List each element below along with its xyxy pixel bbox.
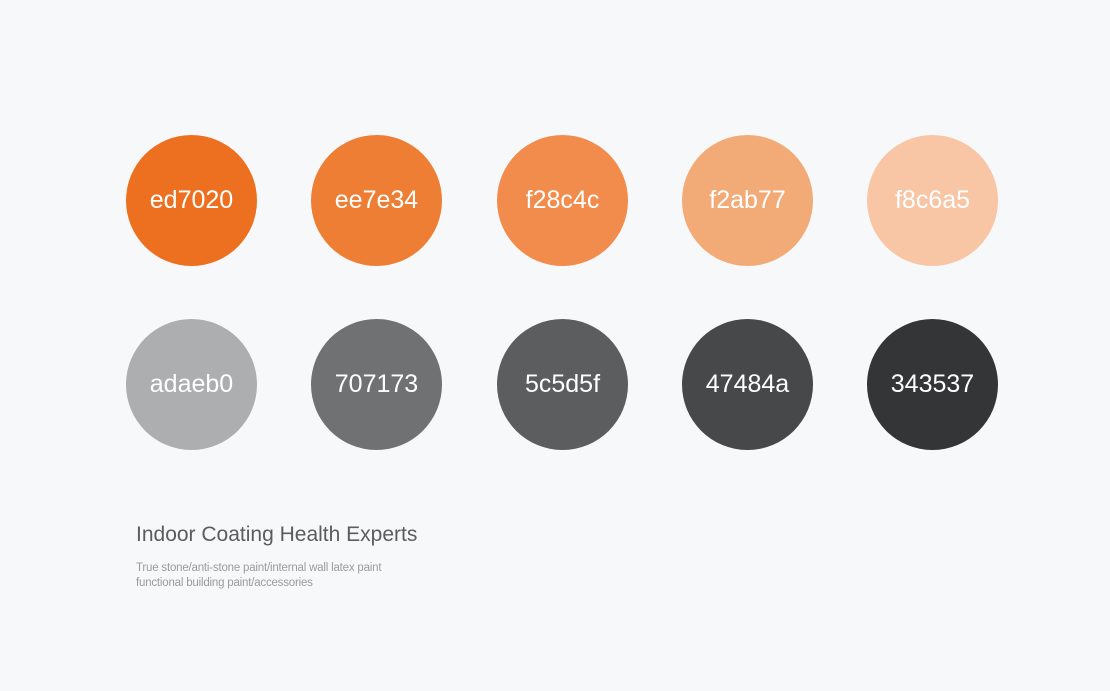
swatch-orange-1: ed7020 — [126, 135, 257, 266]
swatch-label: 707173 — [334, 370, 419, 398]
swatch-gray-2: 707173 — [311, 319, 442, 450]
swatch-gray-4: 47484a — [682, 319, 813, 450]
swatch-orange-3: f28c4c — [497, 135, 628, 266]
caption-subtitle-line-2: functional building paint/accessories — [136, 577, 313, 589]
caption-subtitle-line-1: True stone/anti-stone paint/internal wal… — [136, 562, 382, 574]
swatch-gray-5: 343537 — [867, 319, 998, 450]
swatch-label: adaeb0 — [149, 370, 234, 398]
swatch-gray-3: 5c5d5f — [497, 319, 628, 450]
swatch-orange-4: f2ab77 — [682, 135, 813, 266]
caption-title: Indoor Coating Health Experts — [136, 523, 418, 546]
swatch-label: f8c6a5 — [894, 186, 971, 214]
swatch-orange-5: f8c6a5 — [867, 135, 998, 266]
swatch-label: 47484a — [705, 370, 790, 398]
swatch-label: ee7e34 — [334, 186, 419, 214]
swatch-label: f2ab77 — [709, 186, 786, 214]
swatch-label: 5c5d5f — [524, 370, 601, 398]
swatch-label: f28c4c — [525, 186, 600, 214]
swatch-label: 343537 — [890, 370, 975, 398]
swatch-orange-2: ee7e34 — [311, 135, 442, 266]
swatch-label: ed7020 — [149, 186, 234, 214]
caption-subtitle: True stone/anti-stone paint/internal wal… — [136, 561, 382, 591]
swatch-gray-1: adaeb0 — [126, 319, 257, 450]
